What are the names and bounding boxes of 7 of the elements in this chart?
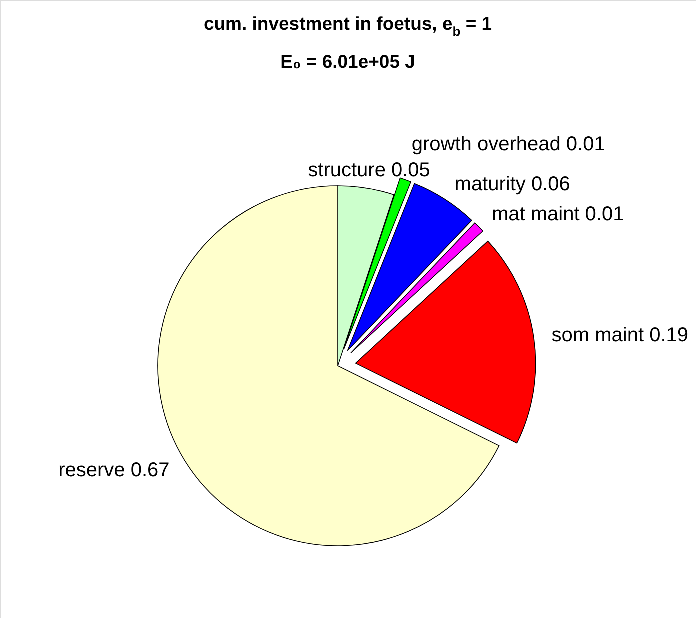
slice-label: som maint 0.19 xyxy=(552,324,689,346)
slice-label: maturity 0.06 xyxy=(454,173,570,196)
slice-label: structure 0.05 xyxy=(308,159,430,182)
chart-subtitle: E₀ = 6.01e+05 J xyxy=(280,51,416,72)
slice-label: mat maint 0.01 xyxy=(492,203,624,226)
slice-label: growth overhead 0.01 xyxy=(412,133,606,156)
slice-label: reserve 0.67 xyxy=(58,459,170,482)
